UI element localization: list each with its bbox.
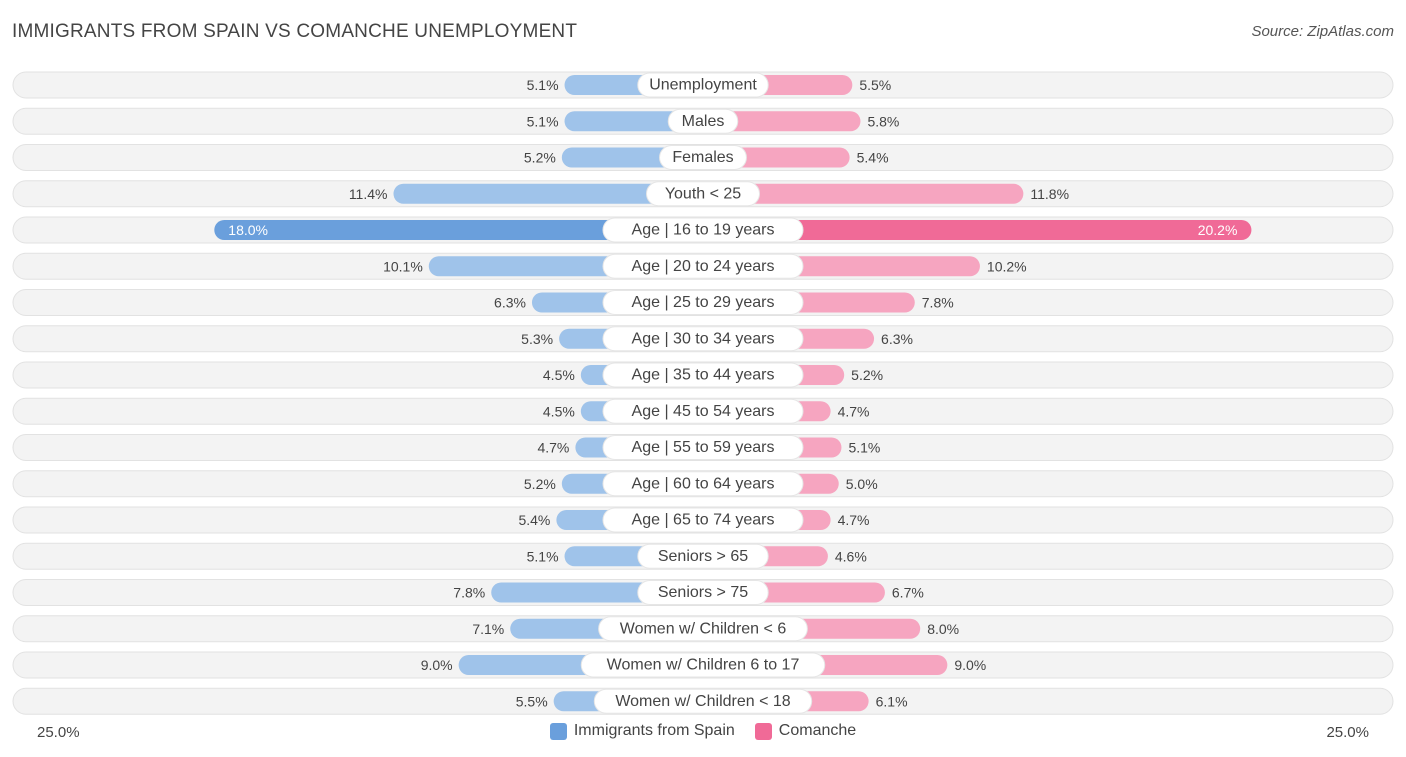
category-label: Age | 45 to 54 years bbox=[632, 403, 775, 420]
category-pill bbox=[602, 362, 804, 388]
value-label-spain: 4.5% bbox=[543, 403, 575, 419]
value-label-spain: 4.7% bbox=[537, 440, 569, 456]
legend-item-comanche[interactable]: Comanche bbox=[754, 722, 857, 740]
axis-left-label: 25.0% bbox=[37, 724, 80, 741]
value-label-spain: 5.3% bbox=[521, 331, 553, 347]
value-label-comanche: 4.7% bbox=[838, 403, 870, 419]
category-pill bbox=[637, 580, 769, 605]
value-label-comanche: 11.8% bbox=[1030, 186, 1069, 202]
category-label: Age | 55 to 59 years bbox=[632, 439, 775, 456]
source-credit: Source: ZipAtlas.com bbox=[1251, 23, 1394, 40]
category-label: Females bbox=[672, 149, 733, 166]
category-pill bbox=[667, 108, 739, 134]
value-label-comanche: 5.5% bbox=[859, 77, 891, 93]
category-pill bbox=[602, 507, 804, 533]
value-label-comanche: 5.0% bbox=[846, 476, 878, 492]
value-label-comanche: 6.3% bbox=[881, 331, 913, 347]
value-label-spain: 11.4% bbox=[349, 186, 388, 202]
value-label-spain: 18.0% bbox=[228, 222, 268, 238]
value-label-spain: 9.0% bbox=[421, 657, 453, 673]
value-label-spain: 5.1% bbox=[527, 113, 559, 129]
category-pill bbox=[602, 398, 804, 424]
legend-label-comanche: Comanche bbox=[778, 722, 857, 739]
chart-title: IMMIGRANTS FROM SPAIN VS COMANCHE UNEMPL… bbox=[12, 21, 578, 42]
value-label-comanche: 5.2% bbox=[851, 367, 883, 383]
value-label-comanche: 20.2% bbox=[1198, 222, 1238, 238]
legend: Immigrants from Spain Comanche bbox=[0, 722, 1406, 740]
value-label-spain: 5.4% bbox=[518, 512, 550, 528]
value-label-spain: 10.1% bbox=[383, 258, 423, 274]
category-label: Youth < 25 bbox=[665, 185, 741, 202]
category-label: Age | 20 to 24 years bbox=[632, 258, 775, 275]
category-label: Age | 25 to 29 years bbox=[632, 294, 775, 311]
value-label-spain: 5.1% bbox=[527, 548, 559, 564]
category-pill bbox=[602, 326, 804, 352]
category-label: Age | 60 to 64 years bbox=[632, 475, 775, 492]
category-label: Age | 35 to 44 years bbox=[632, 367, 775, 384]
value-label-comanche: 7.8% bbox=[922, 295, 954, 311]
category-label: Seniors > 75 bbox=[658, 584, 748, 601]
value-label-spain: 6.3% bbox=[494, 295, 526, 311]
category-pill bbox=[593, 688, 813, 714]
value-label-comanche: 4.7% bbox=[838, 512, 870, 528]
category-label: Women w/ Children 6 to 17 bbox=[607, 657, 800, 674]
bar-spain bbox=[214, 220, 704, 240]
category-pill bbox=[602, 435, 804, 460]
category-pill bbox=[602, 290, 804, 315]
category-label: Women w/ Children < 18 bbox=[615, 693, 790, 710]
legend-swatch-comanche bbox=[754, 722, 772, 740]
category-pill bbox=[659, 145, 747, 170]
value-label-spain: 5.5% bbox=[516, 693, 548, 709]
value-label-spain: 7.8% bbox=[453, 585, 485, 601]
legend-item-spain[interactable]: Immigrants from Spain bbox=[549, 722, 735, 740]
value-label-comanche: 6.7% bbox=[892, 585, 924, 601]
bar-comanche bbox=[703, 220, 1252, 240]
value-label-spain: 4.5% bbox=[543, 367, 575, 383]
value-label-comanche: 5.1% bbox=[848, 440, 880, 456]
bar-comanche bbox=[703, 111, 861, 132]
category-pill bbox=[602, 217, 804, 243]
category-pill bbox=[602, 471, 804, 497]
value-label-spain: 5.1% bbox=[527, 77, 559, 93]
category-pill bbox=[602, 253, 804, 279]
bar-spain bbox=[393, 183, 703, 204]
category-label: Age | 30 to 34 years bbox=[632, 330, 775, 347]
category-pill bbox=[637, 543, 769, 569]
value-label-comanche: 5.8% bbox=[867, 113, 899, 129]
value-label-comanche: 10.2% bbox=[987, 258, 1027, 274]
category-label: Unemployment bbox=[649, 77, 757, 94]
value-label-comanche: 8.0% bbox=[927, 621, 959, 637]
value-label-comanche: 5.4% bbox=[857, 150, 889, 166]
value-label-comanche: 9.0% bbox=[954, 657, 986, 673]
value-label-comanche: 4.6% bbox=[835, 548, 867, 564]
value-label-comanche: 6.1% bbox=[876, 693, 908, 709]
bar-comanche bbox=[703, 183, 1024, 204]
value-label-spain: 7.1% bbox=[472, 621, 504, 637]
category-pill bbox=[580, 652, 826, 678]
category-label: Males bbox=[682, 113, 725, 130]
legend-swatch-spain bbox=[549, 722, 567, 740]
category-pill bbox=[637, 72, 769, 98]
category-label: Age | 16 to 19 years bbox=[632, 222, 775, 239]
category-label: Women w/ Children < 6 bbox=[620, 620, 787, 637]
category-label: Age | 65 to 74 years bbox=[632, 512, 775, 529]
value-label-spain: 5.2% bbox=[524, 476, 556, 492]
bar-spain bbox=[564, 111, 703, 132]
category-pill bbox=[646, 181, 760, 207]
category-label: Seniors > 65 bbox=[658, 548, 748, 565]
legend-label-spain: Immigrants from Spain bbox=[573, 722, 735, 739]
category-pill bbox=[598, 616, 808, 642]
value-label-spain: 5.2% bbox=[524, 150, 556, 166]
axis-right-label: 25.0% bbox=[1326, 724, 1369, 741]
